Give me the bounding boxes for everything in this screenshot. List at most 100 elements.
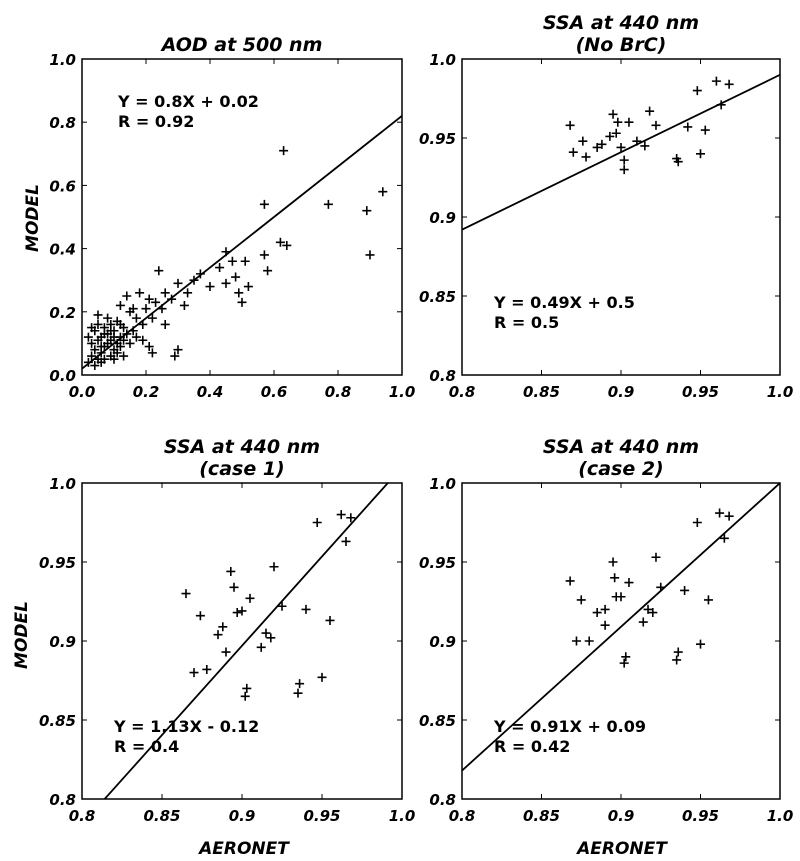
x-tick-label: 0.9: [608, 383, 635, 401]
y-tick-label: 0.8: [49, 114, 76, 132]
data-point: [256, 642, 266, 652]
fit-equation: Y = 0.91X + 0.09: [493, 717, 646, 736]
data-point: [173, 278, 183, 288]
data-point: [282, 240, 292, 250]
data-point: [301, 604, 311, 614]
data-point: [202, 664, 212, 674]
data-point: [160, 288, 170, 298]
data-point: [189, 668, 199, 678]
data-point: [147, 348, 157, 358]
data-point: [183, 288, 193, 298]
data-point: [144, 294, 154, 304]
data-point: [135, 288, 145, 298]
data-point: [683, 122, 693, 132]
data-point: [234, 288, 244, 298]
data-point: [703, 595, 713, 605]
data-point: [243, 282, 253, 292]
data-point: [619, 165, 629, 175]
data-point: [122, 329, 132, 339]
y-tick-label: 0.6: [49, 177, 76, 195]
data-point: [221, 647, 231, 657]
data-point: [576, 595, 586, 605]
plot-frame: [81, 482, 403, 800]
x-tick-label: 0.6: [261, 383, 288, 401]
data-point: [263, 266, 273, 276]
data-point: [227, 256, 237, 266]
data-point: [195, 611, 205, 621]
data-point: [119, 335, 129, 345]
data-point: [115, 342, 125, 352]
data-point: [170, 351, 180, 361]
y-tick-label: 0.2: [49, 304, 76, 322]
data-point: [215, 263, 225, 273]
data-point: [87, 323, 97, 333]
data-point: [621, 652, 631, 662]
data-point: [651, 120, 661, 130]
chart-title-line: (case 2): [578, 458, 663, 480]
fit-equation: Y = 1.13X - 0.12: [113, 717, 259, 736]
data-point: [154, 266, 164, 276]
data-point: [259, 250, 269, 260]
data-point: [365, 250, 375, 260]
data-point: [131, 313, 141, 323]
data-point: [122, 291, 132, 301]
y-tick-label: 0.9: [429, 633, 456, 651]
fit-line: [82, 115, 402, 370]
data-point: [571, 636, 581, 646]
y-tick-label: 0.4: [49, 241, 76, 259]
data-point: [83, 332, 93, 342]
data-point: [261, 628, 271, 638]
data-point: [90, 345, 100, 355]
data-point: [240, 256, 250, 266]
data-point: [317, 672, 327, 682]
data-point: [643, 604, 653, 614]
data-point: [109, 354, 119, 364]
x-tick-label: 0.9: [229, 807, 256, 825]
data-point: [592, 142, 602, 152]
chart-title-line: (case 1): [199, 458, 284, 480]
data-point: [616, 142, 626, 152]
data-point: [295, 679, 305, 689]
y-tick-label: 0.95: [39, 554, 76, 572]
x-tick-label: 0.0: [69, 383, 96, 401]
data-point: [619, 658, 629, 668]
y-tick-label: 0.85: [419, 288, 456, 306]
data-point: [719, 533, 729, 543]
data-point: [160, 319, 170, 329]
data-point: [279, 146, 289, 156]
data-point: [624, 578, 634, 588]
data-point: [259, 199, 269, 209]
data-point: [565, 576, 575, 586]
fit-equation: Y = 0.8X + 0.02: [117, 92, 259, 111]
data-point: [226, 566, 236, 576]
data-point: [323, 199, 333, 209]
chart-title-line: SSA at 440 nm: [543, 12, 699, 34]
fit-line: [103, 483, 390, 799]
data-point: [269, 562, 279, 572]
data-point: [189, 275, 199, 285]
data-point: [619, 155, 629, 165]
x-tick-label: 0.95: [682, 383, 719, 401]
data-point: [711, 76, 721, 86]
data-point: [645, 106, 655, 116]
data-point: [651, 552, 661, 562]
data-point: [581, 152, 591, 162]
data-point: [648, 608, 658, 618]
data-point: [221, 278, 231, 288]
data-point: [115, 319, 125, 329]
data-point: [597, 139, 607, 149]
y-tick-label: 1.0: [49, 51, 76, 69]
correlation-r: R = 0.5: [494, 313, 559, 332]
data-point: [119, 351, 129, 361]
data-point: [277, 601, 287, 611]
y-tick-label: 0.8: [49, 791, 76, 809]
data-point: [112, 348, 122, 358]
data-point: [696, 149, 705, 159]
x-tick-label: 1.0: [767, 807, 794, 825]
data-point: [568, 147, 578, 157]
data-point: [232, 608, 242, 618]
data-point: [144, 342, 154, 352]
data-point: [716, 100, 726, 110]
